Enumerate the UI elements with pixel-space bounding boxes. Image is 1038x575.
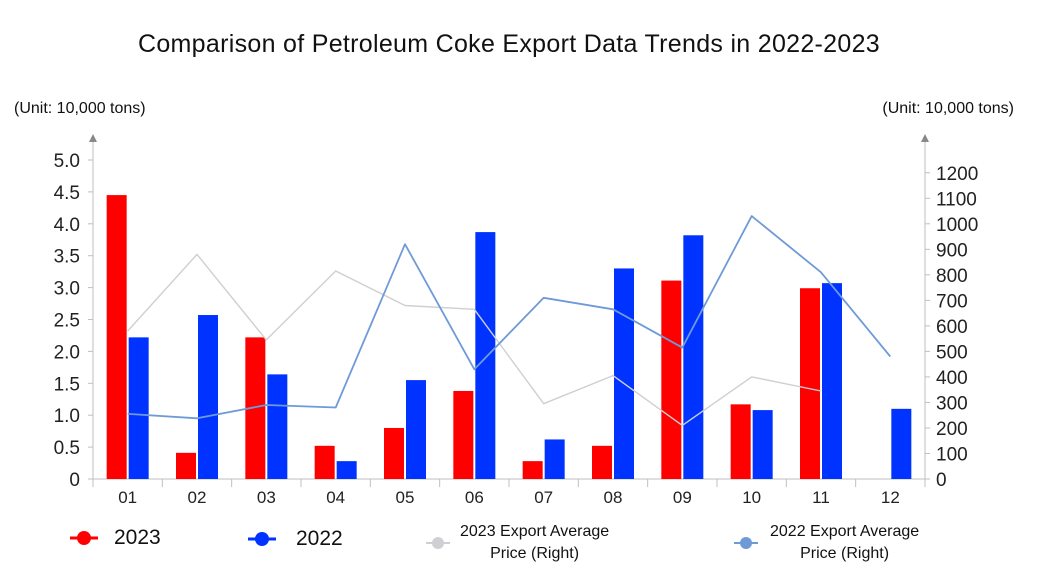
x-axis-category-label: 03 <box>257 488 276 507</box>
right-axis-tick-label: 1100 <box>936 189 977 210</box>
legend-label-price-2022-line1: 2022 Export Average <box>770 523 920 540</box>
bar-2023 <box>661 280 682 479</box>
bar-2022 <box>336 461 357 479</box>
bar-2022 <box>475 232 496 479</box>
right-axis-tick-label: 100 <box>936 444 968 465</box>
chart-title: Comparison of Petroleum Coke Export Data… <box>138 30 880 58</box>
x-axis-category-label: 04 <box>326 488 345 507</box>
x-axis-category-label: 07 <box>534 488 553 507</box>
left-axis-unit: (Unit: 10,000 tons) <box>14 100 146 117</box>
right-axis-tick-label: 600 <box>936 317 968 338</box>
legend-item-2023: 2023 <box>68 526 161 550</box>
line-price-2023 <box>127 253 822 427</box>
bar-2022 <box>822 283 842 479</box>
bar-2023 <box>176 452 196 479</box>
legend-marker-2022 <box>248 532 276 546</box>
right-axis-tick-label: 800 <box>936 266 968 287</box>
legend-item-price-2023: 2023 Export Average Price (Right) <box>424 521 609 565</box>
legend-marker-2023 <box>70 531 98 545</box>
legend-label-2023: 2023 <box>114 526 161 549</box>
left-axis-tick-label: 2.0 <box>54 342 80 363</box>
left-axis-tick-label: 3.0 <box>54 279 80 300</box>
right-axis-tick-label: 700 <box>936 291 968 312</box>
line-price-2022 <box>127 215 891 420</box>
bar-2022 <box>267 374 288 479</box>
right-axis-tick-label: 400 <box>936 368 968 389</box>
bar-2023 <box>314 445 335 479</box>
bar-2022 <box>544 439 565 479</box>
left-axis-tick-label: 1.0 <box>54 406 80 427</box>
legend-marker-price-2023 <box>426 537 450 549</box>
left-axis-tick-label: 0.5 <box>54 438 80 459</box>
legend-label-2022: 2022 <box>296 527 343 550</box>
bar-2023 <box>453 390 474 479</box>
legend-marker-price-2022 <box>734 537 758 549</box>
right-axis-tick-label: 500 <box>936 342 968 363</box>
legend-label-price-2022-line2: Price (Right) <box>800 545 890 562</box>
bar-2022 <box>614 268 634 479</box>
bar-2023 <box>245 337 266 479</box>
x-axis-category-label: 11 <box>812 488 830 507</box>
right-axis-tick-label: 900 <box>936 240 968 261</box>
left-axis-tick-label: 4.5 <box>54 183 80 204</box>
bar-2023 <box>106 195 127 479</box>
x-axis-category-label: 05 <box>396 488 415 507</box>
bar-2022 <box>683 235 704 479</box>
bar-2022 <box>891 408 912 479</box>
legend-label-price-2023-line2: Price (Right) <box>490 545 580 562</box>
bar-2022 <box>128 337 149 479</box>
x-axis-category-label: 10 <box>742 488 761 507</box>
right-axis-tick-label: 200 <box>936 419 968 440</box>
legend-label-price-2023: 2023 Export Average Price (Right) <box>460 521 609 565</box>
bar-2023 <box>800 288 820 479</box>
bar-2022 <box>406 380 426 479</box>
right-axis-unit: (Unit: 10,000 tons) <box>882 100 1014 117</box>
bar-2023 <box>592 445 612 479</box>
right-axis-tick-label: 1000 <box>936 215 978 236</box>
x-axis-category-label: 08 <box>604 488 623 507</box>
x-axis-category-label: 01 <box>118 488 137 507</box>
x-axis-category-label: 02 <box>188 488 207 507</box>
right-axis-tick-label: 0 <box>936 470 947 491</box>
x-axis-category-label: 12 <box>881 488 900 507</box>
left-axis-tick-label: 2.5 <box>54 311 80 332</box>
left-axis-tick-label: 5.0 <box>54 151 80 172</box>
bar-2023 <box>384 427 404 479</box>
right-axis-arrow <box>921 134 929 142</box>
legend-label-price-2023-line1: 2023 Export Average <box>460 523 610 540</box>
left-axis-tick-label: 1.5 <box>54 374 80 395</box>
right-axis-tick-label: 1200 <box>936 164 978 185</box>
legend-label-price-2022: 2022 Export Average Price (Right) <box>770 521 919 565</box>
chart-plot: 0 0.5 1.0 1.5 2.0 2.5 3.0 3.5 4.0 4.5 5.0 0 100 200 30… <box>54 134 978 507</box>
x-axis-category-label: 06 <box>465 488 484 507</box>
right-axis-tick-label: 300 <box>936 393 968 414</box>
bar-2022 <box>198 315 218 479</box>
legend-item-price-2022: 2022 Export Average Price (Right) <box>732 521 919 565</box>
left-axis-arrow <box>89 134 97 142</box>
legend-item-2022: 2022 <box>246 527 343 551</box>
left-axis-tick-label: 0 <box>69 470 80 491</box>
bar-2023 <box>522 461 543 479</box>
bar-2023 <box>730 404 751 479</box>
left-axis-tick-label: 4.0 <box>54 215 80 236</box>
chart-legend: 2023 2022 2023 Export Average Price (Rig… <box>0 520 1038 575</box>
bar-2022 <box>752 410 773 479</box>
left-axis-tick-label: 3.5 <box>54 247 80 268</box>
x-axis-category-label: 09 <box>673 488 692 507</box>
